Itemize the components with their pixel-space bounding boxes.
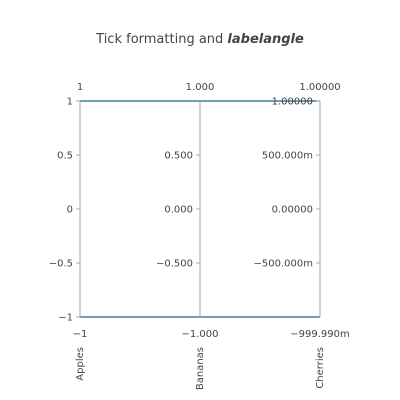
- tick-label-cherries-2: 0.00000: [272, 205, 313, 216]
- tick-label-bananas-2: −0.500: [156, 259, 193, 270]
- range-top-bananas: 1.000: [186, 82, 215, 93]
- range-top-cherries: 1.00000: [299, 82, 340, 93]
- range-bottom-apples: −1: [73, 329, 88, 340]
- dimension-label-apples: Apples: [75, 347, 86, 381]
- tick-label-apples-1: 0.5: [57, 151, 73, 162]
- tick-label-cherries-3: −500.000m: [254, 259, 313, 270]
- tick-label-apples-4: −1: [58, 313, 73, 324]
- range-bottom-cherries: −999.990m: [290, 329, 349, 340]
- tick-label-cherries-1: 500.000m: [262, 151, 313, 162]
- chart-title: Tick formatting and labelangle: [95, 32, 304, 47]
- tick-label-apples-3: −0.5: [49, 259, 73, 270]
- tick-label-bananas-0: 0.500: [164, 151, 193, 162]
- plot-area: 1 0.5 0 −0.5 −1 1 −1 Apples 0.500 0.000 −0.500 1.00…: [49, 82, 350, 390]
- dimension-label-bananas: Bananas: [195, 347, 206, 390]
- range-top-apples: 1: [77, 82, 83, 93]
- tick-label-cherries-0: 1.00000: [272, 97, 313, 108]
- tick-label-apples-2: 0: [67, 205, 73, 216]
- range-bottom-bananas: −1.000: [181, 329, 218, 340]
- tick-label-apples-0: 1: [67, 97, 73, 108]
- tick-label-bananas-1: 0.000: [164, 205, 193, 216]
- dimension-label-cherries: Cherries: [315, 347, 326, 389]
